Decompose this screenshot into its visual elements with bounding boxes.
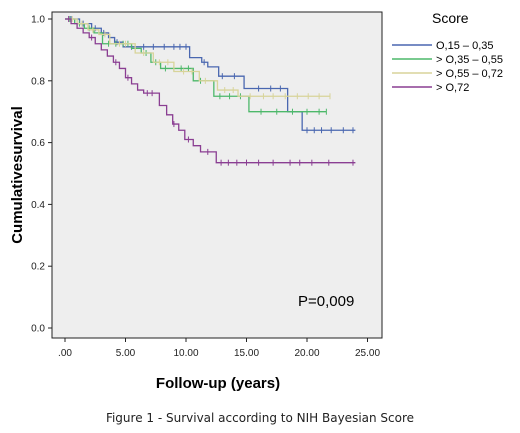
legend-label: > O,55 – 0,72 bbox=[436, 68, 503, 80]
y-tick-label: 0.6 bbox=[31, 138, 45, 149]
series-layer bbox=[65, 16, 356, 166]
survival-curve bbox=[65, 18, 327, 113]
legend: O,15 – 0,35 > O,35 – 0,55 > O,55 – 0,72 > O… bbox=[392, 40, 503, 94]
y-tick-label: 0.2 bbox=[31, 262, 45, 273]
y-tick-label: 0.4 bbox=[31, 200, 45, 211]
x-tick-label: .00 bbox=[58, 348, 72, 359]
figure-caption: Figure 1 - Survival according to NIH Bay… bbox=[105, 411, 415, 425]
plot-area bbox=[51, 11, 383, 339]
survival-curve bbox=[65, 18, 330, 97]
survival-curve bbox=[65, 18, 356, 131]
x-tick-label: 10.00 bbox=[173, 348, 198, 359]
p-value-annotation: P=0,009 bbox=[298, 293, 354, 310]
x-tick-label: 25.00 bbox=[355, 348, 380, 359]
legend-label: > O,72 bbox=[436, 82, 469, 94]
legend-label: > O,35 – 0,55 bbox=[436, 54, 503, 66]
x-tick-label: 15.00 bbox=[234, 348, 259, 359]
legend-label: O,15 – 0,35 bbox=[436, 40, 494, 52]
series-4 bbox=[65, 16, 356, 166]
survival-curve bbox=[65, 18, 356, 164]
y-axis-title: Cumulativesurvival bbox=[9, 106, 26, 244]
x-axis-title: Follow-up (years) bbox=[156, 375, 280, 392]
x-tick-label: 20.00 bbox=[294, 348, 319, 359]
y-tick-label: 0.8 bbox=[31, 76, 45, 87]
x-axis: .00 5.00 10.00 15.00 20.00 25.00 bbox=[58, 338, 380, 359]
y-tick-label: 0.0 bbox=[31, 324, 45, 335]
y-axis: 0.0 0.2 0.4 0.6 0.8 1.0 bbox=[31, 15, 52, 335]
x-tick-label: 5.00 bbox=[116, 348, 136, 359]
series-3 bbox=[65, 16, 331, 100]
legend-title: Score bbox=[432, 10, 469, 26]
y-tick-label: 1.0 bbox=[31, 15, 45, 26]
